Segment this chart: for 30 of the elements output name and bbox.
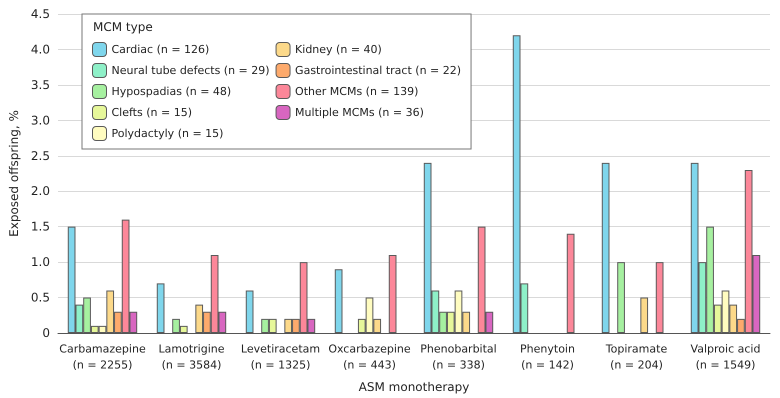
legend-label: Hypospadias (n = 48) xyxy=(112,85,232,98)
legend-label: Kidney (n = 40) xyxy=(295,43,382,56)
y-tick-label: 2.0 xyxy=(30,184,50,198)
x-tick-label: Lamotrigine (n = 3584) xyxy=(158,342,225,372)
y-axis-title: Exposed offspring, % xyxy=(7,110,21,237)
x-tick-label: Valproic acid (n = 1549) xyxy=(690,342,760,372)
y-tick-label: 4.5 xyxy=(30,7,50,21)
y-tick-label: 1.0 xyxy=(30,255,50,270)
y-tick-label: 0 xyxy=(42,326,50,340)
legend-label: Cardiac (n = 126) xyxy=(112,43,210,56)
x-tick-label: Oxcarbazepine (n = 443) xyxy=(328,342,411,372)
legend-label: Clefts (n = 15) xyxy=(112,106,192,119)
legend-label: Gastrointestinal tract (n = 22) xyxy=(295,64,462,77)
x-axis-title: ASM monotherapy xyxy=(358,380,470,394)
legend-title: MCM type xyxy=(93,20,153,34)
y-tick-label: 3.5 xyxy=(30,78,50,92)
legend-label: Polydactyly (n = 15) xyxy=(112,127,224,140)
legend-label: Neural tube defects (n = 29) xyxy=(112,64,270,77)
y-tick-label: 0.5 xyxy=(30,290,50,305)
x-tick-label: Levetiracetam (n = 1325) xyxy=(240,342,320,372)
y-tick-label: 1.5 xyxy=(30,220,50,234)
legend-label: Multiple MCMs (n = 36) xyxy=(295,106,424,119)
y-tick-label: 2.5 xyxy=(30,148,50,163)
x-tick-label: Topiramate (n = 204) xyxy=(604,342,668,372)
x-tick-label: Carbamazepine (n = 2255) xyxy=(59,342,146,372)
y-tick-label: 3.0 xyxy=(30,113,50,128)
x-tick-label: Phenobarbital (n = 338) xyxy=(420,342,497,372)
y-tick-label: 4.0 xyxy=(30,42,50,56)
x-tick-label: Phenytoin (n = 142) xyxy=(520,342,575,372)
legend-label: Other MCMs (n = 139) xyxy=(295,85,418,98)
